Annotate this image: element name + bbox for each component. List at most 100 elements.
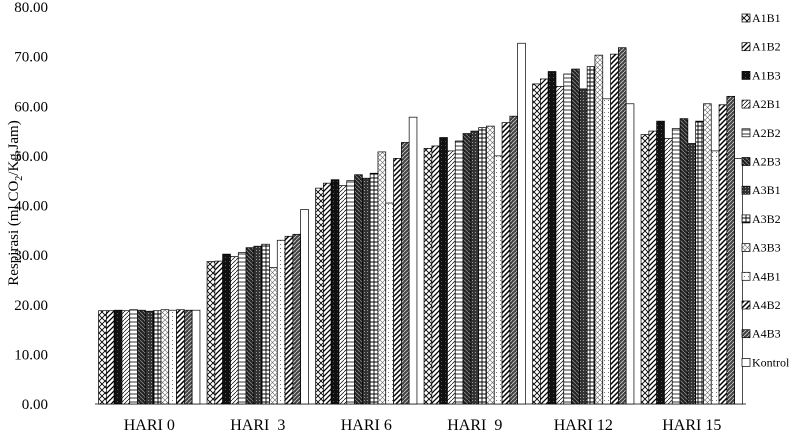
bar: [237, 252, 247, 405]
bar: [679, 118, 689, 405]
x-tick-label: HARI 15: [662, 417, 721, 433]
bar: [323, 182, 332, 405]
bar: [346, 180, 355, 405]
bar: [191, 309, 201, 405]
bar: [222, 253, 231, 405]
bar: [253, 245, 263, 405]
bar: [640, 134, 650, 405]
legend-swatch: [741, 271, 751, 281]
bar: [393, 158, 402, 405]
bar: [408, 116, 418, 405]
bar: [610, 53, 619, 405]
y-tick-label: 0.00: [22, 397, 48, 413]
bar: [113, 309, 123, 405]
bar: [671, 128, 681, 405]
bar: [571, 68, 580, 405]
bar: [98, 310, 107, 405]
x-axis-labels: HARI 0 HARI 3 HARI 6 HARI 9 HARI 12 HARI 15: [124, 417, 722, 433]
bar: [276, 239, 286, 405]
bar: [517, 42, 526, 405]
x-tick-label: HARI 6: [341, 417, 392, 433]
bar: [656, 120, 665, 405]
legend-label: A2B3: [752, 155, 781, 169]
bar: [230, 256, 239, 405]
bar: [105, 310, 115, 405]
bar: [121, 310, 131, 405]
legend-swatch: [741, 13, 751, 23]
bar: [539, 78, 549, 405]
legend-swatch: [741, 99, 751, 109]
legend-swatch: [741, 42, 751, 52]
legend-label: A4B2: [752, 298, 781, 312]
bar: [478, 127, 487, 405]
bar: [687, 143, 696, 405]
legend-label: Kontrol: [752, 355, 790, 369]
bar: [292, 233, 302, 405]
legend-label: A4B3: [752, 327, 781, 341]
bar: [168, 309, 177, 405]
bar: [152, 310, 162, 405]
bar: [703, 103, 712, 405]
legend-swatch: [741, 243, 751, 252]
bar: [726, 95, 735, 405]
y-tick-label: 50.00: [14, 149, 48, 165]
bar: [330, 179, 340, 405]
bar: [401, 142, 410, 405]
legend-swatch: [741, 157, 751, 166]
x-tick-label: HARI 0: [124, 417, 175, 433]
legend-label: A1B3: [752, 68, 781, 82]
bar: [129, 309, 138, 405]
y-tick-label: 20.00: [14, 298, 48, 314]
bar: [493, 155, 503, 405]
bar: [261, 243, 270, 405]
bar: [447, 150, 456, 405]
legend-label: A2B1: [752, 97, 781, 111]
legend-label: A3B1: [752, 183, 781, 197]
bar: [664, 138, 673, 405]
legend-swatch: [741, 214, 751, 224]
legend-swatch: [741, 185, 751, 195]
bar: [354, 174, 363, 405]
bar: [439, 137, 448, 405]
bar: [470, 130, 480, 405]
y-tick-label: 80.00: [14, 0, 48, 16]
bar: [338, 185, 348, 405]
legend-label: A2B2: [752, 126, 781, 140]
bar: [578, 88, 588, 405]
y-tick-label: 60.00: [14, 99, 48, 115]
y-tick-label: 70.00: [14, 50, 48, 66]
bar: [385, 202, 394, 405]
bar: [362, 177, 371, 405]
bar: [454, 140, 464, 405]
bar: [184, 309, 193, 405]
bar: [245, 247, 255, 405]
bar: [486, 125, 495, 405]
bar: [594, 54, 604, 405]
legend-swatch: [741, 358, 751, 367]
bar: [509, 115, 519, 405]
bar: [269, 267, 278, 405]
bar: [734, 158, 743, 405]
bars: [98, 42, 743, 405]
bar: [214, 260, 224, 405]
bar: [625, 103, 635, 405]
bar: [462, 133, 472, 405]
x-tick-label: HARI 3: [230, 417, 285, 433]
bar: [501, 122, 511, 405]
legend-label: A3B3: [752, 241, 781, 255]
legend-swatch: [741, 300, 751, 310]
bar: [555, 86, 565, 405]
legend-swatch: [741, 329, 751, 339]
x-tick-label: HARI 9: [447, 417, 502, 433]
y-tick-label: 10.00: [14, 347, 48, 363]
bar: [617, 47, 627, 405]
bar: [300, 209, 309, 405]
bar: [532, 83, 541, 405]
bar: [160, 309, 170, 405]
bar: [586, 66, 596, 405]
legend-swatch: [741, 71, 751, 80]
legend-label: A3B2: [752, 212, 781, 226]
bar: [206, 261, 216, 405]
y-axis-title: Respirasi (ml CO2/Kg.Jam): [6, 120, 25, 285]
